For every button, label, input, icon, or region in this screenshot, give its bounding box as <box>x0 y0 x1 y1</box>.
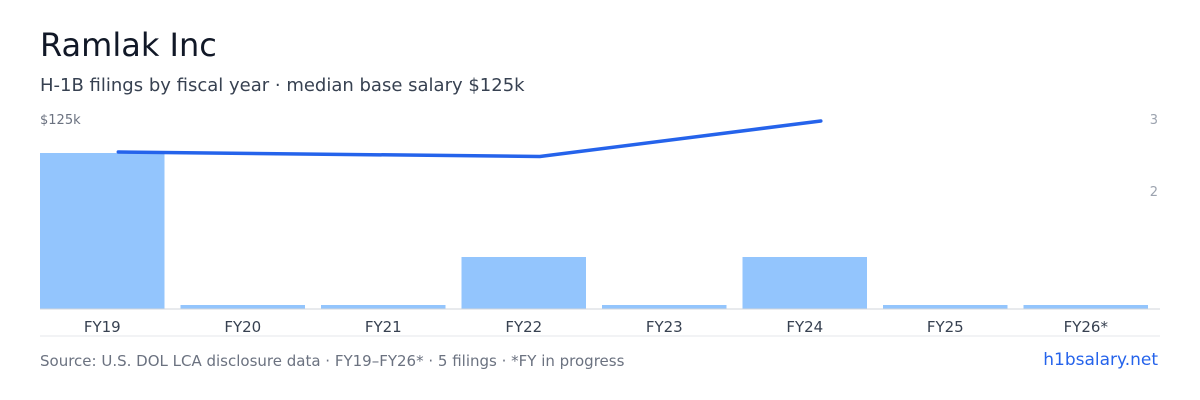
brand-link[interactable]: h1bsalary.net <box>1043 350 1158 370</box>
bar-fy24 <box>742 257 867 309</box>
x-tick-fy26: FY26* <box>1064 318 1109 336</box>
line-series <box>116 119 823 159</box>
x-tick-fy22: FY22 <box>505 318 542 336</box>
source-note: Source: U.S. DOL LCA disclosure data · F… <box>40 352 625 370</box>
x-tick-fy19: FY19 <box>84 318 121 336</box>
salary-line <box>116 119 823 159</box>
bar-fy21 <box>321 305 446 309</box>
y-axis-right-ticks: 32 <box>1150 113 1158 200</box>
page-title: Ramlak Inc <box>40 26 217 64</box>
bar-fy22 <box>461 257 586 309</box>
x-tick-fy20: FY20 <box>224 318 261 336</box>
bar-fy26 <box>1023 305 1148 309</box>
bar-fy20 <box>180 305 305 309</box>
y-axis-right-tick: 3 <box>1150 113 1158 128</box>
page-subtitle: H-1B filings by fiscal year · median bas… <box>40 75 525 96</box>
bar-fy19 <box>40 153 165 309</box>
bar-fy23 <box>602 305 727 309</box>
y-axis-left-label: $125k <box>40 113 81 128</box>
x-tick-fy24: FY24 <box>786 318 823 336</box>
bar-fy25 <box>883 305 1008 309</box>
x-tick-fy25: FY25 <box>927 318 964 336</box>
x-tick-fy23: FY23 <box>646 318 683 336</box>
y-axis-right-tick: 2 <box>1150 185 1158 200</box>
x-axis-ticks: FY19 FY20 FY21 FY22 FY23 FY24 FY25 FY26* <box>84 318 1109 336</box>
x-tick-fy21: FY21 <box>365 318 402 336</box>
bar-series <box>40 153 1148 309</box>
